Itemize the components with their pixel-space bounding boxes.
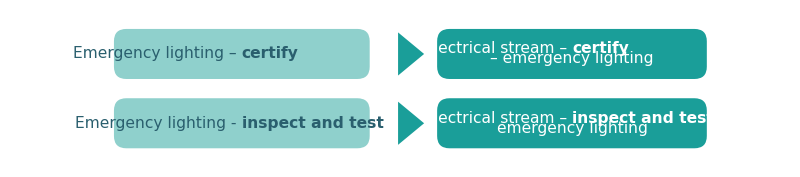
Text: certify: certify — [572, 41, 629, 56]
Polygon shape — [398, 102, 424, 145]
Text: inspect and test: inspect and test — [242, 116, 384, 131]
FancyBboxPatch shape — [114, 98, 370, 148]
Text: emergency lighting: emergency lighting — [497, 121, 647, 136]
FancyBboxPatch shape — [437, 98, 707, 148]
Text: Emergency lighting -: Emergency lighting - — [75, 116, 242, 131]
FancyBboxPatch shape — [437, 29, 707, 79]
Polygon shape — [398, 32, 424, 76]
FancyBboxPatch shape — [114, 29, 370, 79]
Text: certify: certify — [242, 47, 298, 61]
Text: inspect and test –: inspect and test – — [572, 111, 727, 126]
Text: – emergency lighting: – emergency lighting — [490, 52, 654, 67]
Text: Emergency lighting –: Emergency lighting – — [74, 47, 242, 61]
Text: Electrical stream –: Electrical stream – — [424, 41, 572, 56]
Text: Electrical stream –: Electrical stream – — [424, 111, 572, 126]
